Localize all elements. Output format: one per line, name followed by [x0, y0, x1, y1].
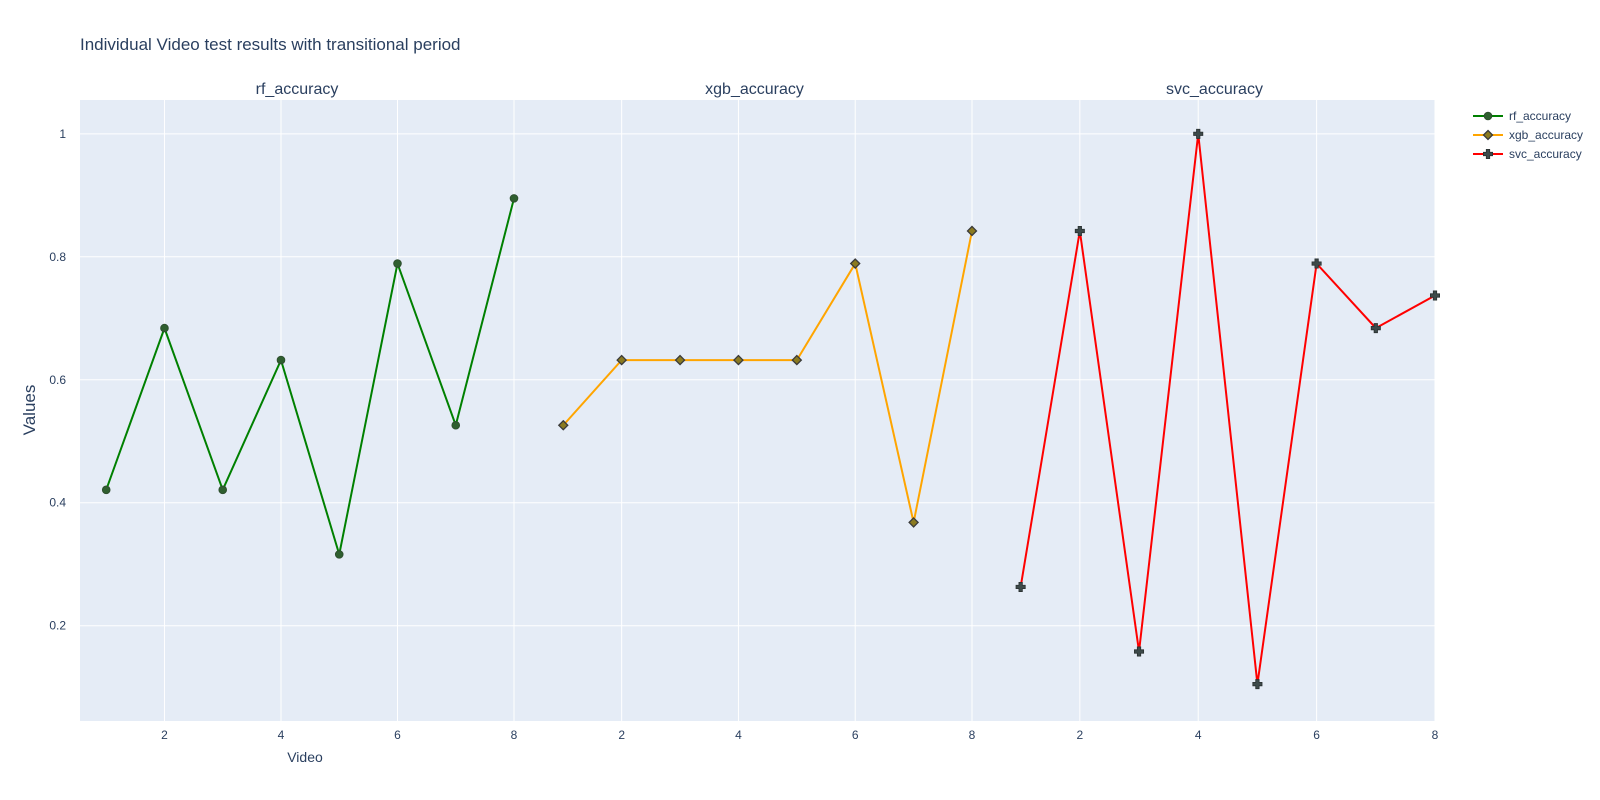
rf_accuracy-line: [105, 198, 515, 555]
legend-marker: [1483, 149, 1493, 159]
xgb_accuracy-marker: [849, 258, 861, 269]
rf_accuracy-marker: [393, 259, 402, 268]
x-tick-label: 6: [1313, 728, 1320, 742]
y-tick-label: 0.8: [49, 250, 66, 264]
x-tick-label: 2: [1076, 728, 1083, 742]
xgb_accuracy-line: [562, 230, 973, 523]
rf_accuracy-marker: [334, 550, 344, 559]
series-layer: [105, 133, 1436, 685]
x-tick-label: 6: [394, 728, 401, 742]
chart-title: Individual Video test results with trans…: [80, 35, 461, 54]
y-tick-layer: 0.2 0.4 0.6 0.8 1: [49, 127, 66, 633]
x-axis-title: Video: [287, 749, 323, 765]
svc_accuracy-marker: [1311, 258, 1322, 269]
x-tick-label: 8: [1432, 728, 1439, 742]
svc_accuracy-marker: [1430, 290, 1440, 301]
rf_accuracy-marker: [160, 323, 169, 333]
legend-item-xgb_accuracy[interactable]: xgb_accuracy: [1473, 128, 1583, 142]
y-axis-title: Values: [20, 385, 39, 436]
x-tick-label: 4: [735, 728, 742, 742]
subplot-title-layer: rf_accuracy xgb_accuracy svc_accuracy: [256, 81, 1263, 98]
legend-item-svc_accuracy[interactable]: svc_accuracy: [1473, 147, 1582, 161]
legend-marker: [1482, 129, 1494, 141]
xgb_accuracy-marker: [966, 225, 978, 237]
y-tick-label: 0.2: [49, 619, 66, 633]
legend-marker: [1483, 111, 1493, 121]
rf_accuracy-marker: [276, 355, 286, 365]
legend-item-rf_accuracy[interactable]: rf_accuracy: [1473, 109, 1571, 123]
y-tick-label: 0.6: [49, 373, 66, 387]
plot-background: [80, 100, 1435, 721]
subplot-title: svc_accuracy: [1166, 81, 1263, 98]
svc_accuracy-marker: [1252, 679, 1263, 690]
x-tick-layer: 2 4 6 8 2 4 6 8 2 4 6 8: [161, 728, 1439, 742]
xgb_accuracy-marker: [557, 419, 569, 431]
svc_accuracy-marker: [1074, 225, 1085, 236]
x-tick-label: 2: [618, 728, 625, 742]
rf_accuracy-marker: [101, 485, 111, 495]
x-tick-label: 4: [278, 728, 285, 742]
svc_accuracy-marker: [1134, 646, 1145, 657]
svc_accuracy-line: [1019, 133, 1436, 685]
x-tick-label: 6: [852, 728, 859, 742]
x-tick-label: 8: [969, 728, 976, 742]
y-tick-label: 0.4: [49, 496, 66, 510]
svc_accuracy-marker: [1370, 323, 1381, 334]
legend-label: svc_accuracy: [1509, 147, 1582, 161]
xgb_accuracy-marker: [791, 354, 803, 366]
x-tick-label: 4: [1195, 728, 1202, 742]
xgb_accuracy-marker: [674, 354, 686, 366]
x-tick-label: 2: [161, 728, 168, 742]
marker-layer: [101, 128, 1440, 690]
legend[interactable]: rf_accuracy xgb_accuracy svc_accuracy: [1473, 109, 1583, 161]
svc_accuracy-marker: [1193, 128, 1204, 139]
xgb_accuracy-marker: [733, 354, 744, 366]
grid-layer: [80, 100, 1436, 721]
xgb_accuracy-marker: [908, 516, 920, 528]
rf_accuracy-marker: [451, 420, 461, 430]
subplot-title: rf_accuracy: [256, 81, 339, 98]
subplot-title: xgb_accuracy: [705, 81, 804, 98]
legend-label: rf_accuracy: [1509, 109, 1571, 123]
x-tick-label: 8: [511, 728, 518, 742]
svc_accuracy-marker: [1015, 581, 1026, 592]
xgb_accuracy-marker: [616, 354, 628, 366]
rf_accuracy-marker: [509, 194, 519, 203]
rf_accuracy-marker: [218, 485, 228, 495]
legend-label: xgb_accuracy: [1509, 128, 1583, 142]
y-tick-label: 1: [59, 127, 66, 141]
